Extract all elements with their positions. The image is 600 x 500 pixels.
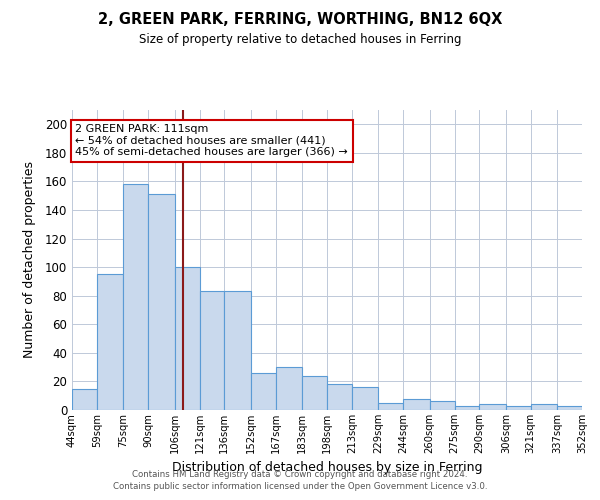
Bar	[97, 274, 124, 410]
Bar	[430, 402, 455, 410]
Text: 2, GREEN PARK, FERRING, WORTHING, BN12 6QX: 2, GREEN PARK, FERRING, WORTHING, BN12 6…	[98, 12, 502, 28]
Bar	[175, 267, 199, 410]
Y-axis label: Number of detached properties: Number of detached properties	[23, 162, 37, 358]
Bar	[479, 404, 506, 410]
Bar	[199, 292, 224, 410]
Bar	[224, 292, 251, 410]
Bar	[379, 403, 403, 410]
Text: Contains HM Land Registry data © Crown copyright and database right 2024.: Contains HM Land Registry data © Crown c…	[132, 470, 468, 479]
Bar	[275, 367, 302, 410]
Bar	[352, 387, 379, 410]
Bar	[506, 406, 530, 410]
Bar	[557, 406, 582, 410]
Text: Size of property relative to detached houses in Ferring: Size of property relative to detached ho…	[139, 32, 461, 46]
Bar	[327, 384, 352, 410]
Bar	[124, 184, 148, 410]
Bar	[455, 406, 479, 410]
Bar	[251, 373, 275, 410]
Text: Contains public sector information licensed under the Open Government Licence v3: Contains public sector information licen…	[113, 482, 487, 491]
X-axis label: Distribution of detached houses by size in Ferring: Distribution of detached houses by size …	[172, 462, 482, 474]
Bar	[72, 388, 97, 410]
Bar	[530, 404, 557, 410]
Bar	[302, 376, 327, 410]
Bar	[148, 194, 175, 410]
Bar	[403, 398, 430, 410]
Text: 2 GREEN PARK: 111sqm
← 54% of detached houses are smaller (441)
45% of semi-deta: 2 GREEN PARK: 111sqm ← 54% of detached h…	[76, 124, 348, 158]
